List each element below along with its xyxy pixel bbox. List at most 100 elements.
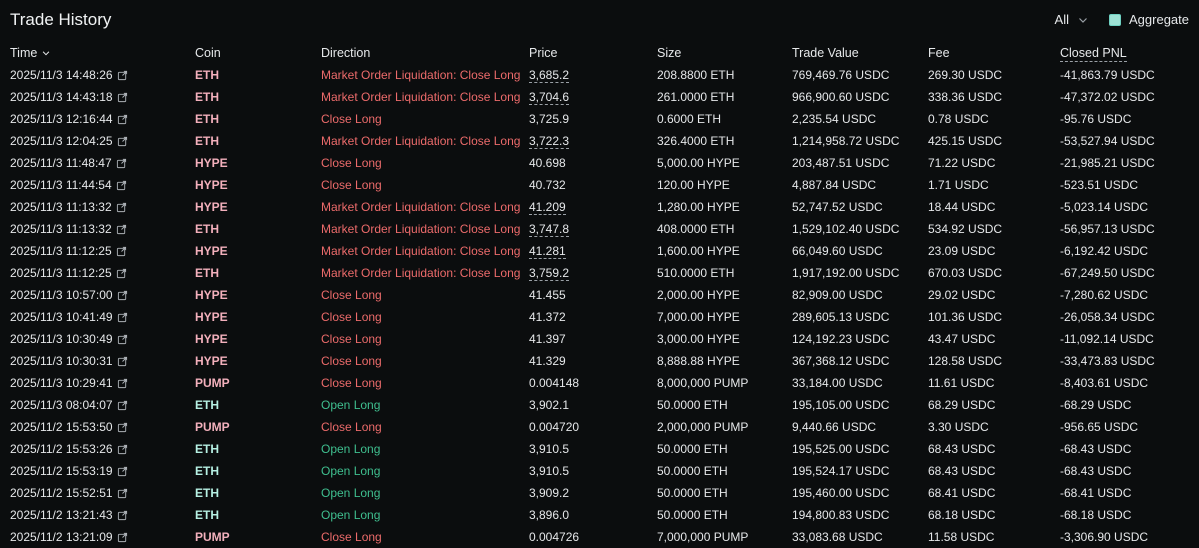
external-link-icon[interactable] — [117, 290, 128, 301]
coin-name[interactable]: ETH — [195, 68, 219, 82]
trade-time: 2025/11/3 10:30:31 — [10, 350, 128, 372]
trade-time-text: 2025/11/3 11:13:32 — [10, 222, 112, 236]
external-link-icon[interactable] — [116, 268, 127, 279]
trade-fee: 11.61 USDC — [928, 376, 995, 390]
trade-time: 2025/11/3 12:16:44 — [10, 108, 128, 130]
trade-price-text[interactable]: 3,747.8 — [529, 222, 570, 237]
external-link-icon[interactable] — [117, 136, 128, 147]
coin-name[interactable]: ETH — [195, 112, 219, 126]
trade-value: 9,440.66 USDC — [792, 420, 877, 434]
external-link-icon[interactable] — [117, 114, 128, 125]
table-row: 2025/11/3 10:41:49 HYPE Close Long 41.37… — [10, 306, 1189, 328]
coin-name[interactable]: ETH — [195, 398, 219, 412]
external-link-icon[interactable] — [116, 224, 127, 235]
table-row: 2025/11/3 11:12:25 ETH Market Order Liqu… — [10, 262, 1189, 284]
external-link-icon[interactable] — [116, 180, 127, 191]
trade-fee: 0.78 USDC — [928, 112, 989, 126]
trade-fee: 68.43 USDC — [928, 464, 996, 478]
external-link-icon[interactable] — [117, 532, 128, 543]
table-row: 2025/11/3 11:13:32 HYPE Market Order Liq… — [10, 196, 1189, 218]
coin-name[interactable]: HYPE — [195, 310, 228, 324]
external-link-icon[interactable] — [117, 70, 128, 81]
table-row: 2025/11/3 10:30:49 HYPE Close Long 41.39… — [10, 328, 1189, 350]
trade-time: 2025/11/2 15:53:26 — [10, 438, 128, 460]
trade-fee: 71.22 USDC — [928, 156, 996, 170]
trade-price-text[interactable]: 3,759.2 — [529, 266, 570, 281]
trade-price-text: 3,909.2 — [529, 486, 570, 500]
external-link-icon[interactable] — [117, 466, 128, 477]
coin-name[interactable]: ETH — [195, 442, 219, 456]
trade-price-text[interactable]: 3,704.6 — [529, 90, 570, 105]
external-link-icon[interactable] — [117, 488, 128, 499]
external-link-icon[interactable] — [117, 378, 128, 389]
closed-pnl: -3,306.90 USDC — [1060, 530, 1149, 544]
external-link-icon[interactable] — [117, 400, 128, 411]
trade-time-text: 2025/11/2 15:52:51 — [10, 486, 113, 500]
trade-price: 3,910.5 — [529, 438, 569, 460]
coin-name[interactable]: PUMP — [195, 530, 230, 544]
coin-name[interactable]: ETH — [195, 508, 219, 522]
trade-time-text: 2025/11/3 11:44:54 — [10, 178, 112, 192]
external-link-icon[interactable] — [117, 510, 128, 521]
external-link-icon[interactable] — [116, 202, 127, 213]
trade-time-text: 2025/11/2 13:21:43 — [10, 508, 113, 522]
coin-name[interactable]: ETH — [195, 222, 219, 236]
trade-value: 195,525.00 USDC — [792, 442, 890, 456]
trade-price-text: 3,902.1 — [529, 398, 570, 412]
trade-price: 40.732 — [529, 174, 566, 196]
table-row: 2025/11/3 11:13:32 ETH Market Order Liqu… — [10, 218, 1189, 240]
aggregate-checkbox[interactable] — [1109, 13, 1121, 26]
coin-name[interactable]: ETH — [195, 134, 219, 148]
trade-time-text: 2025/11/3 14:43:18 — [10, 90, 113, 104]
external-link-icon[interactable] — [117, 444, 128, 455]
column-header-time[interactable]: Time — [10, 46, 51, 60]
coin-name[interactable]: PUMP — [195, 376, 230, 390]
trade-price-text[interactable]: 41.209 — [529, 200, 566, 215]
coin-name[interactable]: ETH — [195, 464, 219, 478]
coin-name[interactable]: ETH — [195, 486, 219, 500]
coin-name[interactable]: ETH — [195, 90, 219, 104]
closed-pnl: -68.43 USDC — [1060, 464, 1132, 478]
external-link-icon[interactable] — [117, 92, 128, 103]
coin-name[interactable]: ETH — [195, 266, 219, 280]
trade-time-text: 2025/11/3 12:04:25 — [10, 134, 113, 148]
trade-price-text[interactable]: 41.281 — [529, 244, 566, 259]
coin-name[interactable]: HYPE — [195, 200, 228, 214]
table-row: 2025/11/2 15:53:19 ETH Open Long 3,910.5… — [10, 460, 1189, 482]
trade-time: 2025/11/2 13:21:43 — [10, 504, 128, 526]
external-link-icon[interactable] — [117, 422, 128, 433]
trade-time: 2025/11/3 11:12:25 — [10, 240, 127, 262]
trade-size: 7,000,000 PUMP — [657, 530, 749, 544]
external-link-icon[interactable] — [117, 356, 128, 367]
trade-fee: 534.92 USDC — [928, 222, 1003, 236]
trade-price-text: 41.455 — [529, 288, 566, 302]
trade-price-text: 41.372 — [529, 310, 566, 324]
trade-price-text: 41.329 — [529, 354, 566, 368]
trade-price-text[interactable]: 3,722.3 — [529, 134, 570, 149]
aggregate-toggle[interactable]: Aggregate — [1109, 12, 1189, 27]
external-link-icon[interactable] — [116, 246, 127, 257]
trade-direction: Close Long — [321, 530, 382, 544]
coin-name[interactable]: HYPE — [195, 332, 228, 346]
trade-price-text: 0.004720 — [529, 420, 580, 434]
trade-price: 0.004726 — [529, 526, 579, 548]
column-header-closed-pnl[interactable]: Closed PNL — [1060, 46, 1127, 62]
trade-time: 2025/11/3 12:04:25 — [10, 130, 128, 152]
external-link-icon[interactable] — [117, 312, 128, 323]
external-link-icon[interactable] — [116, 158, 127, 169]
coin-filter-dropdown[interactable]: All — [1055, 12, 1089, 27]
coin-name[interactable]: HYPE — [195, 354, 228, 368]
column-label: Time — [10, 46, 38, 60]
trade-direction: Open Long — [321, 464, 381, 478]
coin-name[interactable]: HYPE — [195, 288, 228, 302]
coin-name[interactable]: HYPE — [195, 244, 228, 258]
trade-time: 2025/11/2 15:53:19 — [10, 460, 128, 482]
trade-price-text[interactable]: 3,685.2 — [529, 68, 570, 83]
coin-name[interactable]: PUMP — [195, 420, 230, 434]
coin-name[interactable]: HYPE — [195, 178, 228, 192]
external-link-icon[interactable] — [117, 334, 128, 345]
trade-value: 82,909.00 USDC — [792, 288, 883, 302]
trade-direction: Market Order Liquidation: Close Long — [321, 68, 521, 82]
coin-name[interactable]: HYPE — [195, 156, 228, 170]
trade-direction: Open Long — [321, 508, 381, 522]
